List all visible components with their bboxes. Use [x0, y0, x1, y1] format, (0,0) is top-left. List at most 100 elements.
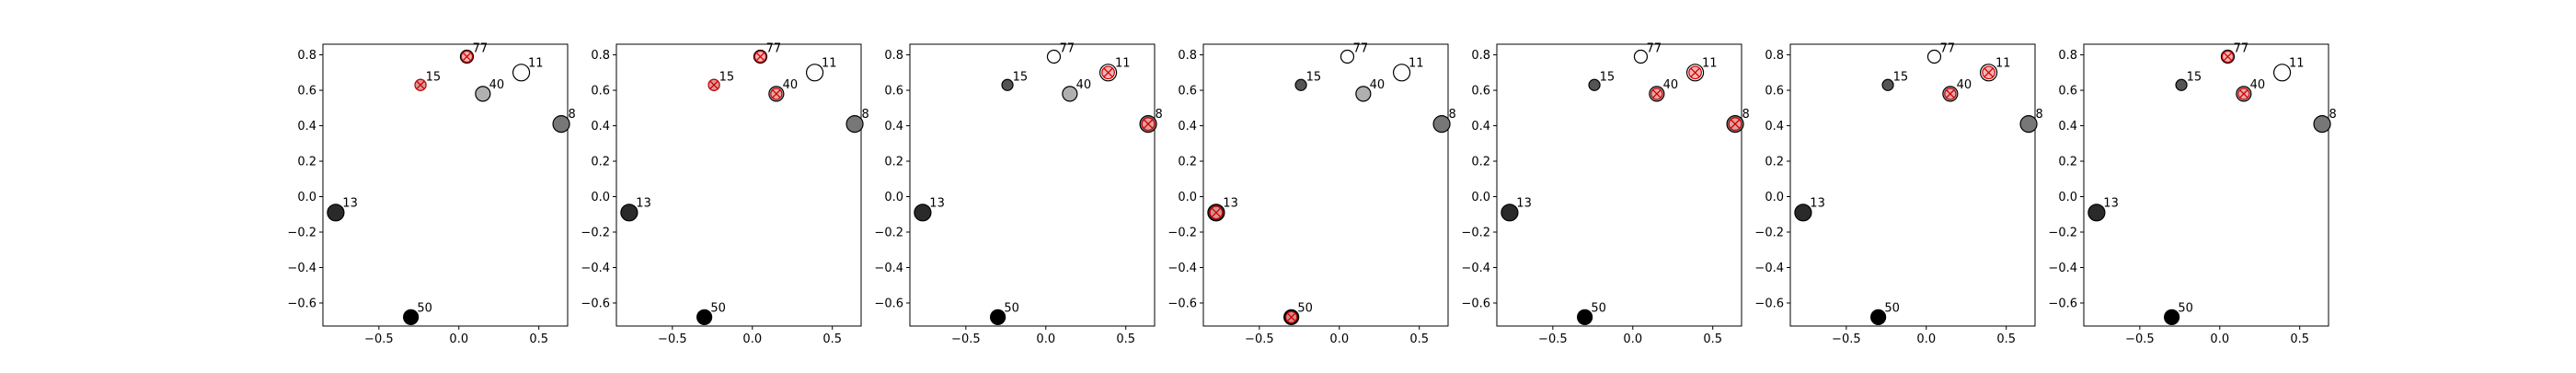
point-label: 13 — [1810, 196, 1825, 210]
y-tick-label: 0.2 — [297, 156, 316, 169]
highlight-cross-8 — [1730, 119, 1741, 129]
highlight-cross-77 — [2223, 52, 2233, 62]
y-tick-label: −0.6 — [1461, 297, 1490, 310]
highlight-cross-40 — [1946, 89, 1955, 99]
y-tick-label: 0.4 — [591, 120, 610, 134]
point-label: 11 — [2289, 56, 2305, 70]
scatter-panel-7: −0.5 0.0 0.5 −0.6 −0.4 −0.2 0.0 0.2 0.4 0.6 0.8 77 1… — [2048, 41, 2336, 346]
axes-frame — [1496, 43, 1742, 327]
y-tick-label: −0.4 — [874, 262, 903, 275]
y-tick-label: 0.8 — [884, 49, 903, 63]
data-point-8 — [1432, 115, 1451, 134]
highlight-cross-40 — [1652, 89, 1662, 99]
x-tick-label: −0.5 — [1832, 332, 1861, 346]
y-tick-label: −0.4 — [581, 262, 610, 275]
y-tick-label: −0.4 — [1461, 262, 1490, 275]
y-tick-label: 0.6 — [1765, 85, 1784, 99]
axes-frame — [1789, 43, 2036, 327]
point-label: 8 — [1742, 108, 1749, 122]
axes-frame — [1202, 43, 1449, 327]
point-label: 40 — [1663, 78, 1679, 92]
y-tick-label: 0.4 — [1471, 120, 1490, 134]
scatter-panel-3: −0.5 0.0 0.5 −0.6 −0.4 −0.2 0.0 0.2 0.4 0.6 0.8 77 1… — [874, 41, 1162, 346]
y-tick-label: 0.0 — [2058, 191, 2077, 204]
point-label: 77 — [1060, 41, 1075, 55]
point-label: 8 — [1155, 108, 1162, 122]
y-tick-label: 0.8 — [591, 49, 610, 63]
highlight-cross-8 — [1143, 119, 1154, 129]
y-tick-label: 0.0 — [1178, 191, 1197, 204]
y-tick-label: 0.4 — [1765, 120, 1784, 134]
point-label: 15 — [1600, 71, 1616, 85]
y-tick-label: −0.4 — [1754, 262, 1784, 275]
point-label: 40 — [489, 78, 505, 92]
y-tick-label: 0.6 — [1178, 85, 1197, 99]
highlight-cross-11 — [1690, 67, 1700, 78]
y-tick-label: 0.8 — [1765, 49, 1784, 63]
point-label: 77 — [2234, 41, 2249, 55]
x-tick-label: 0.0 — [1329, 332, 1349, 346]
data-point-50 — [403, 309, 420, 325]
y-tick-label: 0.4 — [884, 120, 903, 134]
y-tick-label: −0.6 — [874, 297, 903, 310]
point-label: 13 — [2103, 196, 2119, 210]
point-label: 11 — [822, 56, 837, 70]
data-point-15 — [1001, 78, 1014, 91]
scatter-panel-4: −0.5 0.0 0.5 −0.6 −0.4 −0.2 0.0 0.2 0.4 0.6 0.8 77 1… — [1167, 41, 1455, 346]
data-point-11 — [512, 64, 531, 82]
x-tick-label: 0.5 — [1703, 332, 1722, 346]
point-label: 8 — [861, 108, 868, 122]
scatter-panel-1: −0.5 0.0 0.5 −0.6 −0.4 −0.2 0.0 0.2 0.4 0.6 0.8 77 1… — [287, 41, 575, 346]
highlight-cross-11 — [1103, 67, 1113, 78]
x-tick-label: 0.5 — [1409, 332, 1429, 346]
y-tick-label: −0.6 — [581, 297, 610, 310]
point-label: 40 — [1370, 78, 1386, 92]
point-label: 50 — [1297, 302, 1313, 316]
y-tick-label: 0.2 — [2058, 156, 2077, 169]
y-tick-label: 0.8 — [1471, 49, 1490, 63]
point-label: 40 — [1957, 78, 1972, 92]
axes-frame — [909, 43, 1156, 327]
point-label: 50 — [1591, 302, 1606, 316]
x-tick-label: 0.5 — [1116, 332, 1135, 346]
point-label: 13 — [342, 196, 358, 210]
point-label: 40 — [2250, 78, 2266, 92]
x-tick-label: 0.5 — [822, 332, 842, 346]
data-point-13 — [2087, 204, 2106, 222]
data-point-8 — [2313, 115, 2331, 134]
y-tick-label: 0.0 — [297, 191, 316, 204]
point-label: 40 — [783, 78, 799, 92]
data-point-11 — [805, 64, 824, 82]
point-label: 77 — [1940, 41, 1956, 55]
scatter-panel-2: −0.5 0.0 0.5 −0.6 −0.4 −0.2 0.0 0.2 0.4 0.6 0.8 77 1… — [581, 41, 868, 346]
x-tick-label: −0.5 — [364, 332, 394, 346]
point-label: 11 — [1995, 56, 2011, 70]
y-tick-label: −0.4 — [287, 262, 316, 275]
point-label: 11 — [1115, 56, 1131, 70]
x-tick-label: 0.0 — [742, 332, 762, 346]
y-tick-label: −0.6 — [287, 297, 316, 310]
y-tick-label: 0.8 — [297, 49, 316, 63]
data-point-11 — [2272, 64, 2292, 82]
data-point-8 — [845, 115, 864, 134]
y-tick-label: 0.6 — [591, 85, 610, 99]
y-tick-label: 0.4 — [2058, 120, 2077, 134]
y-tick-label: −0.2 — [874, 227, 903, 240]
point-label: 13 — [1223, 196, 1238, 210]
point-label: 50 — [1884, 302, 1900, 316]
highlight-cross-40 — [2239, 89, 2248, 99]
point-label: 77 — [1353, 41, 1369, 55]
y-tick-label: −0.6 — [1754, 297, 1784, 310]
data-point-13 — [1501, 204, 1519, 222]
x-tick-label: 0.5 — [1996, 332, 2016, 346]
x-tick-label: 0.0 — [1916, 332, 1936, 346]
point-label: 8 — [2329, 108, 2336, 122]
x-tick-label: 0.5 — [2290, 332, 2309, 346]
data-point-13 — [914, 204, 932, 222]
x-tick-label: 0.0 — [1623, 332, 1642, 346]
y-tick-label: 0.2 — [1178, 156, 1197, 169]
point-label: 77 — [766, 41, 782, 55]
data-point-8 — [552, 115, 570, 134]
